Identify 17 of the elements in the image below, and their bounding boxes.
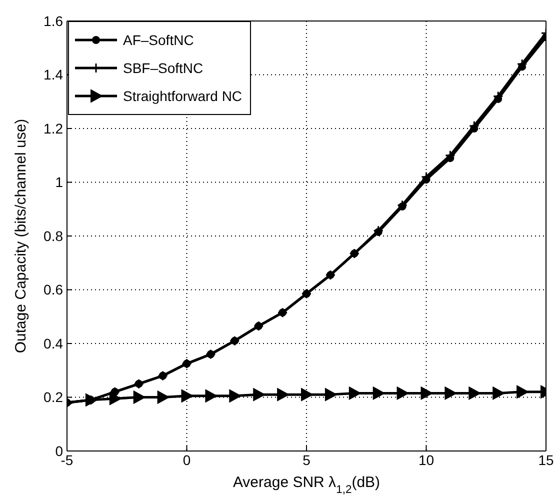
y-tick-label: 1 xyxy=(55,174,64,190)
y-tick-label: 1.2 xyxy=(44,120,64,136)
legend-label: Straightforward NC xyxy=(123,88,242,104)
legend-label: AF–SoftNC xyxy=(123,32,194,48)
y-axis-title: Outage Capacity (bits/channel use) xyxy=(12,118,30,354)
y-tick-label: 1.6 xyxy=(44,12,64,29)
x-tick-label: 15 xyxy=(538,452,554,468)
x-tick-label: 10 xyxy=(418,452,434,468)
y-tick-label: 0.6 xyxy=(44,282,64,298)
y-tick-label: 0.4 xyxy=(44,335,64,352)
x-axis-title: Average SNR λ$_{1,2}$(dB) xyxy=(232,474,380,496)
x-tick-label: 5 xyxy=(302,452,311,468)
x-tick-label: 0 xyxy=(182,452,191,468)
y-tick-label: 1.4 xyxy=(44,66,64,83)
y-tick-label: 0.2 xyxy=(44,389,64,406)
legend-label: SBF–SoftNC xyxy=(123,60,204,76)
y-tick-label: 0.8 xyxy=(44,228,64,244)
